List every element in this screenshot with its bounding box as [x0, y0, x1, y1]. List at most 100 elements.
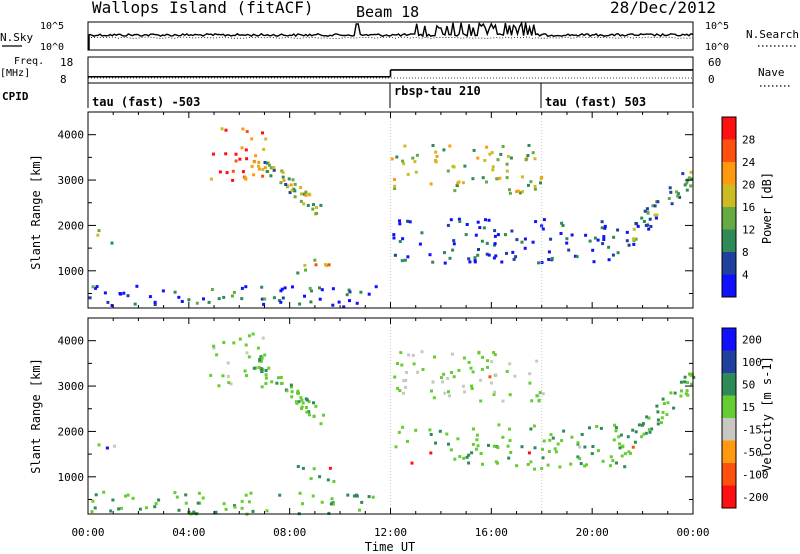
colorbar-segment	[722, 463, 736, 486]
heatmap-cell	[515, 464, 519, 468]
power-colorbar-tick: 28	[742, 134, 755, 147]
heatmap-cell	[318, 286, 321, 290]
heatmap-cell	[512, 257, 516, 261]
heatmap-cell	[485, 241, 489, 245]
heatmap-cell	[442, 148, 446, 152]
heatmap-cell	[494, 460, 498, 464]
heatmap-cell	[133, 302, 137, 306]
heatmap-cell	[238, 157, 242, 161]
date-label: 28/Dec/2012	[610, 0, 716, 17]
heatmap-cell	[261, 367, 265, 371]
heatmap-cell	[430, 389, 433, 393]
colorbar-segment	[722, 252, 736, 275]
heatmap-cell	[304, 397, 308, 401]
heatmap-cell	[611, 253, 615, 257]
heatmap-cell	[247, 500, 251, 504]
heatmap-cell	[520, 240, 524, 244]
heatmap-cell	[471, 177, 475, 181]
heatmap-cell	[324, 263, 327, 267]
x-tick-label: 08:00	[273, 526, 306, 539]
heatmap-cell	[457, 368, 461, 372]
heatmap-cell	[455, 184, 459, 187]
heatmap-cell	[270, 380, 274, 384]
heatmap-cell	[288, 191, 292, 194]
heatmap-cell	[244, 343, 248, 347]
heatmap-cell	[473, 256, 477, 260]
velocity-heatmap	[90, 318, 696, 516]
heatmap-cell	[452, 375, 456, 379]
heatmap-cell	[277, 299, 281, 302]
heatmap-cell	[296, 271, 300, 275]
freq-left-label: Freq.	[14, 56, 44, 67]
colorbar-frame	[721, 116, 737, 298]
heatmap-cell	[546, 463, 550, 467]
heatmap-cell	[548, 438, 552, 442]
heatmap-cell	[553, 447, 557, 451]
heatmap-cell	[429, 433, 433, 436]
heatmap-cell	[355, 301, 359, 305]
heatmap-cell	[549, 433, 553, 437]
heatmap-cell	[475, 438, 479, 442]
heatmap-cell	[260, 285, 264, 289]
heatmap-cell	[631, 445, 635, 449]
heatmap-cell	[653, 204, 657, 208]
heatmap-cell	[487, 443, 490, 447]
heatmap-cell	[175, 495, 179, 499]
heatmap-cell	[448, 144, 452, 148]
heatmap-cell	[250, 164, 254, 168]
sky-left-tick-bottom: 10^0	[40, 42, 64, 53]
heatmap-cell	[212, 346, 216, 350]
heatmap-cell	[668, 186, 672, 190]
heatmap-cell	[491, 168, 495, 172]
freq-left-unit: [MHz]	[0, 68, 30, 79]
heatmap-cell	[282, 178, 286, 182]
heatmap-cell	[299, 186, 303, 189]
heatmap-cell	[262, 302, 266, 306]
heatmap-cell	[476, 253, 480, 257]
heatmap-cell	[269, 166, 273, 170]
heatmap-cell	[528, 372, 532, 376]
heatmap-cell	[617, 435, 621, 439]
heatmap-cell	[305, 410, 309, 414]
heatmap-cell	[245, 157, 249, 161]
heatmap-cell	[367, 495, 371, 499]
heatmap-cell	[279, 181, 283, 185]
heatmap-cell	[406, 172, 410, 176]
heatmap-cell	[431, 380, 435, 384]
heatmap-cell	[636, 224, 640, 228]
heatmap-cell	[676, 194, 680, 198]
heatmap-cell	[560, 439, 564, 443]
heatmap-cell	[480, 367, 484, 371]
heatmap-cell	[675, 190, 679, 194]
heatmap-cell	[614, 426, 618, 430]
heatmap-cell	[226, 374, 230, 378]
heatmap-cell	[394, 445, 398, 449]
heatmap-cell	[481, 462, 484, 466]
heatmap-cell	[689, 184, 693, 188]
heatmap-cell	[395, 155, 399, 159]
heatmap-cell	[462, 456, 466, 460]
heatmap-cell	[259, 355, 263, 359]
heatmap-cell	[559, 232, 563, 235]
heatmap-cell	[184, 493, 188, 497]
heatmap-cell	[304, 268, 307, 272]
heatmap-cell	[245, 351, 249, 355]
heatmap-cell	[306, 204, 310, 207]
heatmap-cell	[686, 381, 689, 384]
heatmap-cell	[451, 248, 455, 252]
heatmap-cell	[257, 160, 261, 164]
heatmap-cell	[494, 373, 498, 377]
heatmap-cell	[402, 162, 406, 166]
heatmap-cell	[298, 491, 302, 495]
heatmap-cell	[278, 493, 282, 497]
heatmap-cell	[251, 509, 255, 513]
heatmap-cell	[119, 506, 123, 510]
heatmap-cell	[287, 177, 291, 181]
heatmap-cell	[281, 296, 285, 300]
heatmap-cell	[508, 393, 512, 397]
heatmap-cell	[404, 378, 408, 382]
freq-left-tick-top: 18	[60, 56, 73, 69]
heatmap-cell	[487, 253, 491, 257]
heatmap-cell	[346, 493, 350, 497]
heatmap-cell	[491, 165, 495, 169]
